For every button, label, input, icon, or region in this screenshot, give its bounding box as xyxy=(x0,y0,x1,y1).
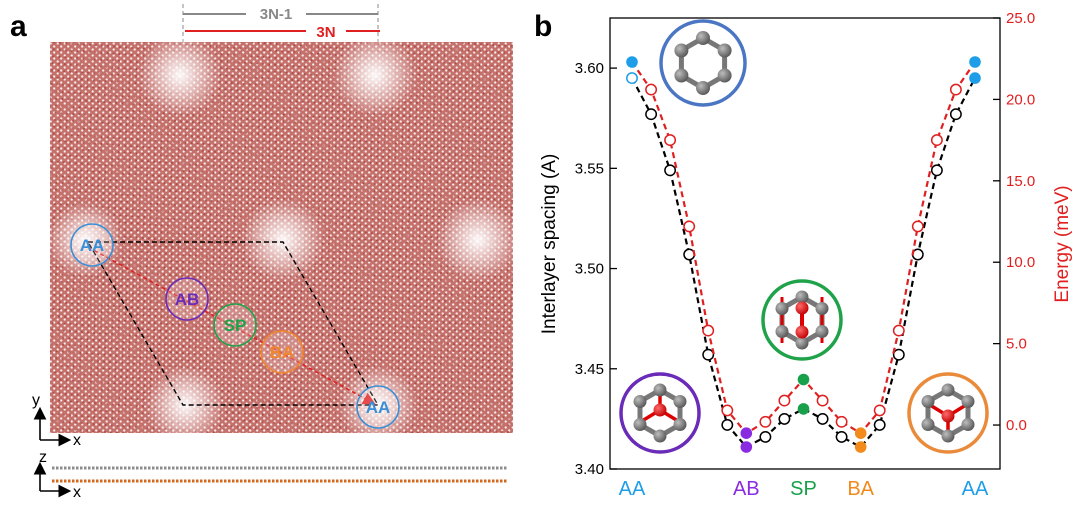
svg-text:AA: AA xyxy=(366,398,391,417)
energy-point xyxy=(930,134,943,147)
site-circle-aa-end: AA xyxy=(356,385,400,429)
site-circle-sp: SP xyxy=(213,303,257,347)
category-label: SP xyxy=(790,478,817,500)
energy-point xyxy=(911,220,924,233)
energy-point xyxy=(854,427,867,439)
category-label: AA xyxy=(619,478,646,500)
energy-point xyxy=(702,324,715,337)
energy-point xyxy=(645,83,658,96)
svg-text:x: x xyxy=(73,484,81,501)
left-tick-label: 3.55 xyxy=(575,160,604,177)
moire-scale-bars: 3N-1 3N xyxy=(182,4,380,58)
right-tick-label: 5.0 xyxy=(1006,336,1027,353)
svg-text:z: z xyxy=(39,449,47,466)
right-tick-label: 0.0 xyxy=(1006,417,1027,434)
spacing-point xyxy=(740,441,753,453)
category-labels: AA AB SP BA AA xyxy=(619,478,989,500)
svg-text:x: x xyxy=(73,432,81,449)
svg-text:AB: AB xyxy=(175,290,200,309)
svg-text:y: y xyxy=(32,392,40,409)
plot-frame xyxy=(609,17,1001,470)
right-tick-label: 20.0 xyxy=(1006,91,1035,108)
spacing-point xyxy=(626,72,638,85)
spacing-point xyxy=(664,164,677,177)
spacing-point xyxy=(949,108,962,121)
spacing-point xyxy=(721,418,734,431)
spacing-point xyxy=(759,430,772,443)
right-tick-label: 25.0 xyxy=(1006,10,1035,27)
spacing-point xyxy=(702,348,715,361)
data-series xyxy=(626,56,981,453)
energy-point xyxy=(664,134,677,147)
axes-xy-indicator: y x xyxy=(32,392,81,449)
energy-point xyxy=(740,427,753,439)
svg-text:AA: AA xyxy=(80,236,105,255)
category-label: AA xyxy=(962,478,989,500)
spacing-point xyxy=(854,441,867,453)
axes-xz-indicator: z x xyxy=(33,449,81,501)
right-tick-label: 10.0 xyxy=(1006,254,1035,271)
site-circle-ab: AB xyxy=(165,277,209,321)
inset-aa-structure xyxy=(659,19,747,107)
left-tick-label: 3.45 xyxy=(575,361,604,378)
spacing-point xyxy=(645,108,658,121)
site-circle-aa-start: AA xyxy=(70,223,114,267)
stacking-path-arrow xyxy=(87,246,376,405)
energy-point xyxy=(835,415,848,428)
spacing-point xyxy=(835,430,848,443)
left-tick-label: 3.40 xyxy=(575,461,604,478)
spacing-point xyxy=(816,412,829,425)
right-axis-ticks: 0.0 5.0 10.0 15.0 20.0 25.0 xyxy=(993,10,1035,434)
energy-point xyxy=(683,220,696,233)
moire-unit-cell xyxy=(86,241,380,406)
right-tick-label: 15.0 xyxy=(1006,173,1035,190)
svg-text:SP: SP xyxy=(224,316,247,335)
left-tick-label: 3.50 xyxy=(575,261,604,278)
energy-point xyxy=(778,394,791,407)
energy-point xyxy=(721,404,734,417)
spacing-point xyxy=(930,164,943,177)
category-label: AB xyxy=(733,478,760,500)
energy-point xyxy=(816,394,829,407)
energy-point xyxy=(969,56,981,68)
moire-lattice xyxy=(47,33,520,445)
energy-point xyxy=(892,324,905,337)
category-label: BA xyxy=(847,478,874,500)
energy-point xyxy=(797,373,810,386)
energy-point xyxy=(626,56,638,68)
inset-sp-structure xyxy=(761,279,843,361)
inset-ba-structure xyxy=(907,372,989,454)
energy-point xyxy=(759,415,772,428)
energy-point xyxy=(949,83,962,96)
left-axis-title: Interlayer spacing (A) xyxy=(539,154,560,335)
left-axis-ticks: 3.40 3.45 3.50 3.55 3.60 xyxy=(575,60,617,478)
spacing-point xyxy=(969,72,981,84)
spacing-point xyxy=(892,348,905,361)
energy-point xyxy=(873,404,886,417)
spacing-point xyxy=(797,403,810,415)
inset-ab-structure xyxy=(619,372,701,454)
scale-red-label: 3N xyxy=(316,24,335,41)
svg-text:BA: BA xyxy=(270,343,295,362)
panel-b-label: b xyxy=(534,10,552,43)
site-circle-ba: BA xyxy=(260,330,304,374)
spacing-point xyxy=(873,418,886,431)
left-tick-label: 3.60 xyxy=(575,60,604,77)
spacing-point xyxy=(778,412,791,425)
panel-a-label: a xyxy=(10,10,27,43)
scale-gray-label: 3N-1 xyxy=(260,6,293,23)
right-axis-title: Energy (meV) xyxy=(1052,185,1073,302)
